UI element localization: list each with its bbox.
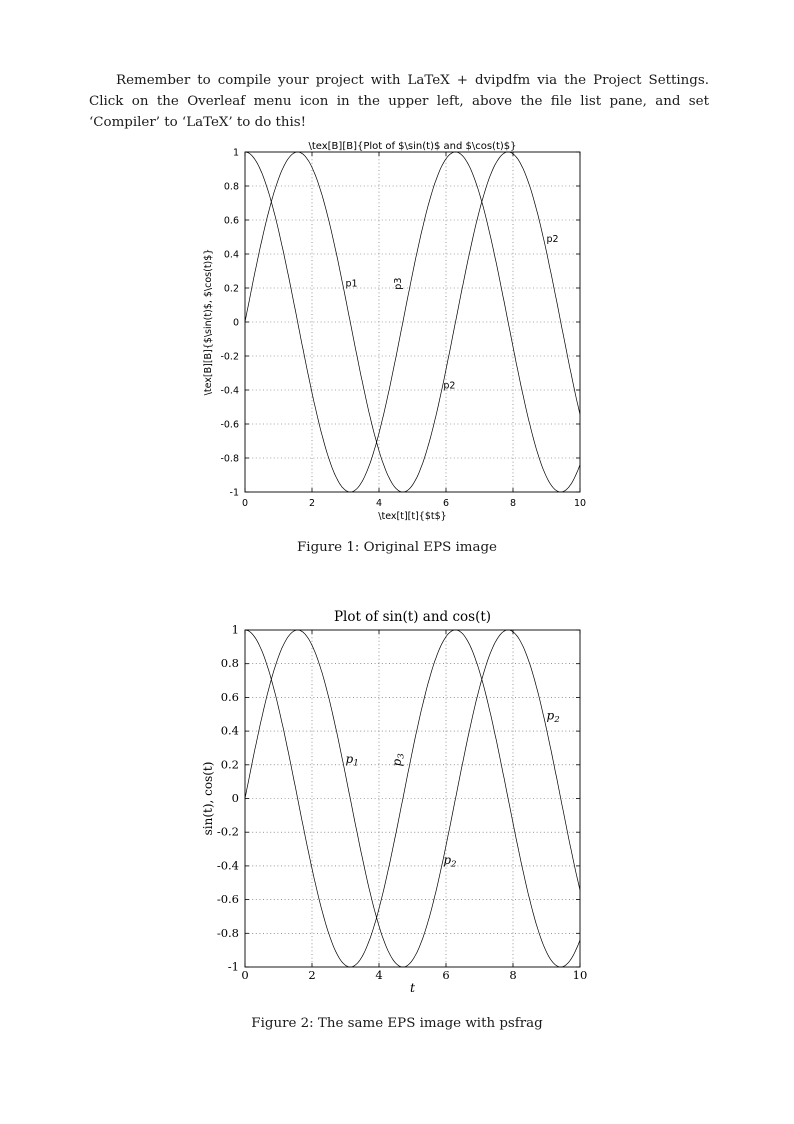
plot-annotation-subscript: 2	[450, 860, 457, 870]
y-tick-label: -0.8	[217, 926, 239, 940]
cos-curve	[244, 629, 581, 968]
plot-annotation: p2	[443, 380, 455, 391]
plot-annotation: p1	[346, 752, 359, 769]
plot-annotation: p2	[547, 708, 560, 725]
plot-title: Plot of sin(t) and cos(t)	[334, 609, 491, 625]
x-tick-label: 2	[309, 498, 315, 509]
y-tick-label: 0.6	[224, 216, 239, 227]
x-tick-label: 2	[308, 968, 315, 982]
y-tick-label: -0.8	[220, 454, 239, 465]
figure-2-caption: Figure 2: The same EPS image with psfrag	[251, 1016, 543, 1031]
y-tick-label: -0.4	[220, 386, 239, 397]
y-tick-label: 0.8	[224, 182, 239, 193]
x-tick-label: 4	[375, 968, 382, 982]
y-tick-label: 1	[232, 623, 239, 637]
plot-annotation-subscript: 2	[553, 715, 560, 725]
plot-annotation: p2	[547, 234, 559, 245]
figure-1: 0 2 4 6 8 10 -1 -0.8 -0.6 -0.4 -0.2 0 0.2 0.4 0.6 0.8 1 \…	[190, 135, 602, 534]
sin-curve	[244, 151, 581, 493]
y-tick-label: 0.6	[221, 690, 239, 704]
plot-annotation-subscript: 3	[396, 753, 406, 759]
cos-curve	[244, 151, 581, 493]
y-axis-label: sin(t), cos(t)	[201, 762, 215, 836]
y-tick-label: -1	[230, 488, 239, 499]
intro-paragraph: Remember to compile your project with La…	[89, 73, 709, 130]
y-tick-label: -0.6	[220, 420, 239, 431]
x-tick-label: 0	[242, 498, 248, 509]
plot-annotation: p2	[443, 853, 456, 870]
y-tick-label: -0.4	[217, 858, 239, 872]
x-tick-label: 10	[574, 498, 586, 509]
x-axis-label: t	[410, 980, 416, 995]
y-tick-label: 0	[232, 791, 239, 805]
x-tick-label: 4	[376, 498, 382, 509]
plot-title: \tex[B][B]{Plot of $\sin(t)$ and $\cos(t…	[308, 141, 516, 152]
plot-annotation: p1	[346, 278, 358, 289]
x-tick-label: 10	[573, 968, 588, 982]
x-tick-label: 6	[442, 968, 449, 982]
y-tick-label: 0.4	[221, 724, 239, 738]
x-tick-label: 0	[241, 968, 248, 982]
plot-annotation: p3	[390, 753, 407, 767]
x-axis-label: \tex[t][t]{$t$}	[378, 511, 446, 522]
y-tick-label: 0.4	[224, 250, 239, 261]
figure-1-plot: 0 2 4 6 8 10 -1 -0.8 -0.6 -0.4 -0.2 0 0.2 0.4 0.6 0.8 1 \…	[203, 141, 586, 522]
y-axis-label: \tex[B][B]{$\sin(t)$, $\cos(t)$}	[203, 249, 214, 396]
plot-annotation: p3	[393, 278, 404, 290]
plot-annotation-subscript: 1	[353, 759, 359, 769]
y-tick-label: 0.2	[224, 284, 239, 295]
x-tick-label: 8	[510, 498, 516, 509]
figure-1-caption: Figure 1: Original EPS image	[297, 540, 497, 555]
y-tick-label: 0	[233, 318, 239, 329]
x-tick-label: 6	[443, 498, 449, 509]
x-tick-label: 8	[509, 968, 516, 982]
y-tick-label: -0.2	[217, 825, 239, 839]
y-tick-label: -0.6	[217, 892, 239, 906]
figure-2-plot: 0 2 4 6 8 10 -1 -0.8 -0.6 -0.4 -0.2 0 0.2 0.4 0.6 0.8 1 P…	[201, 609, 588, 995]
y-tick-label: 1	[233, 148, 239, 159]
y-tick-label: -1	[228, 960, 239, 974]
y-tick-label: 0.8	[221, 656, 239, 670]
y-tick-label: 0.2	[221, 757, 239, 771]
figure-2: 0 2 4 6 8 10 -1 -0.8 -0.6 -0.4 -0.2 0 0.2 0.4 0.6 0.8 1 P…	[190, 605, 602, 1009]
sin-curve	[244, 629, 581, 968]
y-tick-label: -0.2	[220, 352, 239, 363]
